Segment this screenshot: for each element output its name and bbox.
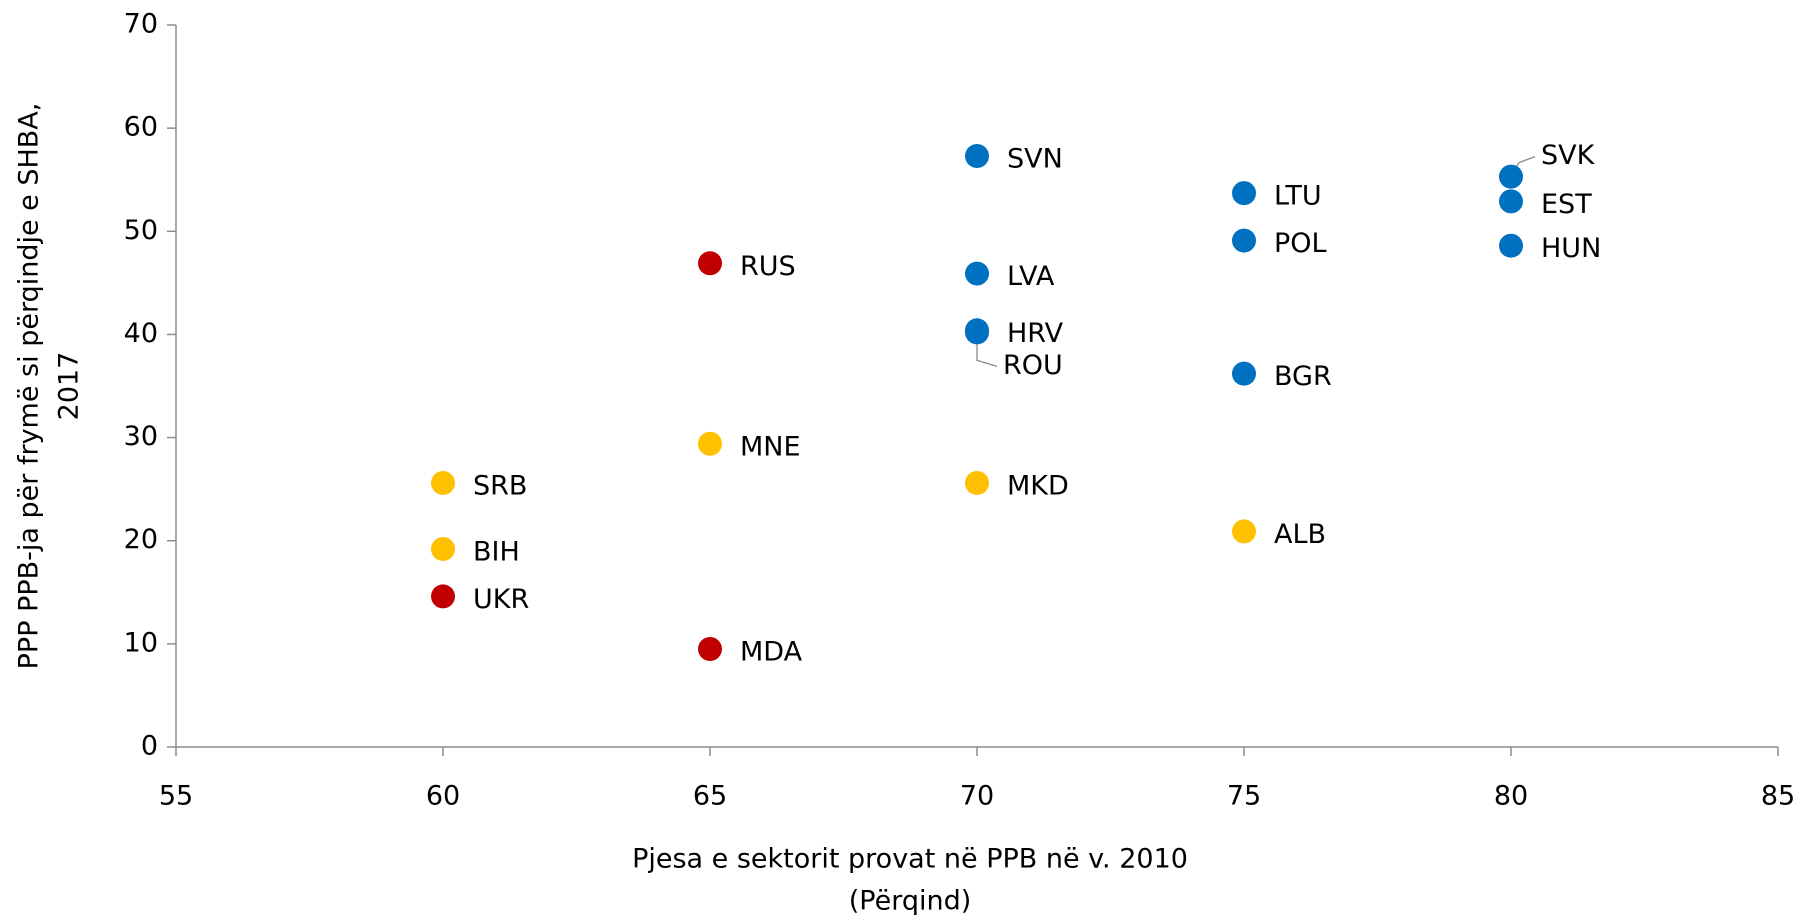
point-label: MDA <box>740 637 803 668</box>
y-axis-title: 2017 <box>54 352 85 421</box>
point-label: SRB <box>473 470 527 501</box>
x-tick-label: 65 <box>693 781 727 812</box>
point-label: LVA <box>1007 261 1055 292</box>
point <box>1499 164 1523 189</box>
point-label: RUS <box>740 251 796 282</box>
point-label: POL <box>1274 228 1327 259</box>
y-tick-label: 60 <box>124 112 158 143</box>
point <box>965 320 989 345</box>
point-label: BIH <box>473 536 520 567</box>
y-tick-label: 70 <box>124 9 158 40</box>
x-axis-title: (Përqind) <box>849 886 972 917</box>
point-label: HRV <box>1007 318 1064 349</box>
point <box>431 470 455 495</box>
point-label: MKD <box>1007 470 1069 501</box>
point <box>1499 189 1523 214</box>
point-label: EST <box>1541 189 1592 220</box>
point <box>965 143 989 168</box>
y-tick-label: 40 <box>124 318 158 349</box>
point-label: BGR <box>1274 361 1332 392</box>
point <box>698 251 722 276</box>
y-tick-label: 0 <box>141 731 158 762</box>
point-label: MNE <box>740 431 801 462</box>
y-axis-title: PPP PPB-ja për frymë si përqindje e SHBA… <box>14 103 45 670</box>
x-tick-label: 85 <box>1761 781 1795 812</box>
point <box>698 637 722 662</box>
x-tick-label: 60 <box>426 781 460 812</box>
point-label: LTU <box>1274 181 1322 212</box>
point-label: ALB <box>1274 519 1326 550</box>
point <box>1232 361 1256 386</box>
y-tick-label: 50 <box>124 215 158 246</box>
point <box>965 261 989 286</box>
x-tick-label: 80 <box>1494 781 1528 812</box>
y-tick-label: 30 <box>124 421 158 452</box>
point-label: ROU <box>1003 350 1063 381</box>
point <box>965 470 989 495</box>
point-label: SVN <box>1007 143 1063 174</box>
y-tick-label: 20 <box>124 524 158 555</box>
point-label: SVK <box>1541 140 1596 171</box>
point-label: UKR <box>473 584 529 615</box>
point <box>431 584 455 609</box>
x-axis-title: Pjesa e sektorit provat në PPB në v. 201… <box>632 844 1188 875</box>
y-tick-label: 10 <box>124 627 158 658</box>
point <box>1232 519 1256 544</box>
point-label: HUN <box>1541 233 1601 264</box>
point <box>1232 181 1256 206</box>
point <box>431 536 455 561</box>
x-tick-label: 70 <box>960 781 994 812</box>
point <box>698 431 722 456</box>
point <box>1499 233 1523 258</box>
point <box>1232 228 1256 253</box>
x-tick-label: 55 <box>159 781 193 812</box>
x-tick-label: 75 <box>1227 781 1261 812</box>
